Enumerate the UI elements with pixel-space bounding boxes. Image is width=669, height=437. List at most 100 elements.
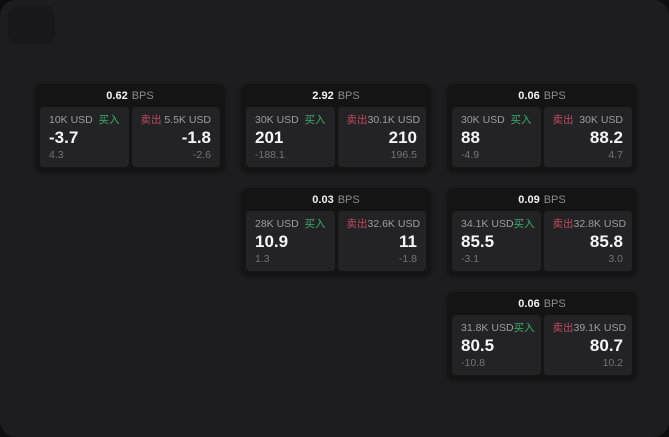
buy-size: 31.8K USD — [461, 322, 514, 334]
bps-unit-label: BPS — [337, 193, 360, 206]
buy-panel-top: 30K USD 买入 — [255, 114, 326, 126]
panel-pair: 34.1K USD 买入 85.5 -3.1 卖出 32.8K USD 85.8… — [447, 211, 637, 276]
sell-size: 5.5K USD — [164, 114, 211, 126]
card-header: 2.92 BPS — [241, 84, 431, 107]
card-header: 0.09 BPS — [447, 188, 637, 211]
buy-panel-top: 10K USD 买入 — [49, 114, 120, 126]
sell-side-label: 卖出 — [552, 322, 574, 334]
buy-size: 28K USD — [255, 218, 299, 230]
sell-size: 32.6K USD — [367, 218, 421, 230]
sell-change: 4.7 — [608, 149, 623, 161]
panel-pair: 30K USD 买入 88 -4.9 卖出 30K USD 88.2 4.7 — [447, 107, 637, 172]
panel-pair: 30K USD 买入 201 -188.1 卖出 30.1K USD 210 1… — [241, 107, 431, 172]
sell-panel[interactable]: 卖出 30.1K USD 210 196.5 — [337, 107, 426, 167]
sell-change: 10.2 — [602, 357, 623, 369]
bps-value: 0.06 — [518, 89, 540, 102]
buy-change: 4.3 — [49, 149, 64, 161]
buy-side-label: 买入 — [513, 218, 535, 230]
sell-price: -1.8 — [181, 128, 211, 147]
buy-side-label: 买入 — [98, 114, 120, 126]
sell-change: 196.5 — [390, 149, 417, 161]
card-header: 0.06 BPS — [447, 292, 637, 315]
buy-side-label: 买入 — [510, 114, 532, 126]
panel-pair: 28K USD 买入 10.9 1.3 卖出 32.6K USD 11 -1.8 — [241, 211, 431, 276]
sell-side-label: 卖出 — [552, 218, 574, 230]
buy-price: 10.9 — [255, 232, 289, 251]
buy-panel[interactable]: 30K USD 买入 88 -4.9 — [452, 107, 541, 167]
buy-size: 34.1K USD — [461, 218, 514, 230]
sell-change: -2.6 — [192, 149, 211, 161]
buy-price: 85.5 — [461, 232, 495, 251]
sell-size: 30.1K USD — [367, 114, 421, 126]
sell-price: 85.8 — [589, 232, 623, 251]
bps-unit-label: BPS — [543, 89, 566, 102]
card-header: 0.06 BPS — [447, 84, 637, 107]
bps-value: 2.92 — [312, 89, 334, 102]
sell-panel[interactable]: 卖出 39.1K USD 80.7 10.2 — [543, 315, 632, 375]
card-header: 0.62 BPS — [35, 84, 225, 107]
buy-panel[interactable]: 30K USD 买入 201 -188.1 — [246, 107, 335, 167]
panel-pair: 31.8K USD 买入 80.5 -10.8 卖出 39.1K USD 80.… — [447, 315, 637, 380]
buy-change: -10.8 — [461, 357, 485, 369]
buy-side-label: 买入 — [304, 114, 326, 126]
sell-panel-top: 卖出 5.5K USD — [141, 114, 212, 126]
buy-panel[interactable]: 31.8K USD 买入 80.5 -10.8 — [452, 315, 541, 375]
sell-side-label: 卖出 — [346, 218, 368, 230]
sell-panel[interactable]: 卖出 5.5K USD -1.8 -2.6 — [131, 107, 220, 167]
bps-value: 0.06 — [518, 297, 540, 310]
buy-size: 30K USD — [255, 114, 299, 126]
bps-unit-label: BPS — [337, 89, 360, 102]
quote-card: 0.09 BPS 34.1K USD 买入 85.5 -3.1 卖出 32.8K… — [447, 188, 637, 276]
sell-price: 88.2 — [589, 128, 623, 147]
sell-panel-top: 卖出 30K USD — [553, 114, 624, 126]
sell-size: 30K USD — [579, 114, 623, 126]
bps-unit-label: BPS — [543, 297, 566, 310]
bps-unit-label: BPS — [131, 89, 154, 102]
sell-panel-top: 卖出 39.1K USD — [552, 322, 627, 334]
sell-panel-top: 卖出 32.6K USD — [346, 218, 421, 230]
bps-value: 0.09 — [518, 193, 540, 206]
bps-value: 0.62 — [106, 89, 128, 102]
quote-card: 2.92 BPS 30K USD 买入 201 -188.1 卖出 30.1K … — [241, 84, 431, 172]
sell-size: 39.1K USD — [573, 322, 627, 334]
sell-change: -1.8 — [398, 253, 417, 265]
buy-side-label: 买入 — [513, 322, 535, 334]
bps-unit-label: BPS — [543, 193, 566, 206]
buy-panel[interactable]: 34.1K USD 买入 85.5 -3.1 — [452, 211, 541, 271]
sell-panel-top: 卖出 30.1K USD — [346, 114, 421, 126]
bps-value: 0.03 — [312, 193, 334, 206]
buy-panel[interactable]: 10K USD 买入 -3.7 4.3 — [40, 107, 129, 167]
sell-panel[interactable]: 卖出 32.6K USD 11 -1.8 — [337, 211, 426, 271]
buy-price: 88 — [461, 128, 480, 147]
sell-change: 3.0 — [608, 253, 623, 265]
buy-side-label: 买入 — [304, 218, 326, 230]
quote-grid: 0.62 BPS 10K USD 买入 -3.7 4.3 卖出 5.5K USD… — [35, 84, 637, 380]
buy-panel-top: 31.8K USD 买入 — [461, 322, 535, 334]
buy-price: -3.7 — [49, 128, 79, 147]
card-header: 0.03 BPS — [241, 188, 431, 211]
quote-card: 0.03 BPS 28K USD 买入 10.9 1.3 卖出 32.6K US… — [241, 188, 431, 276]
buy-size: 30K USD — [461, 114, 505, 126]
sell-price: 210 — [388, 128, 417, 147]
quote-card: 0.62 BPS 10K USD 买入 -3.7 4.3 卖出 5.5K USD… — [35, 84, 225, 172]
sell-panel[interactable]: 卖出 30K USD 88.2 4.7 — [543, 107, 632, 167]
quote-card: 0.06 BPS 31.8K USD 买入 80.5 -10.8 卖出 39.1… — [447, 292, 637, 380]
panel-pair: 10K USD 买入 -3.7 4.3 卖出 5.5K USD -1.8 -2.… — [35, 107, 225, 172]
sell-side-label: 卖出 — [140, 114, 162, 126]
quote-card: 0.06 BPS 30K USD 买入 88 -4.9 卖出 30K USD 8… — [447, 84, 637, 172]
buy-change: -3.1 — [461, 253, 480, 265]
sell-price: 80.7 — [589, 336, 623, 355]
buy-panel-top: 28K USD 买入 — [255, 218, 326, 230]
buy-change: -188.1 — [255, 149, 285, 161]
sell-panel-top: 卖出 32.8K USD — [552, 218, 627, 230]
corner-panel — [8, 6, 55, 44]
sell-side-label: 卖出 — [346, 114, 368, 126]
sell-side-label: 卖出 — [552, 114, 574, 126]
buy-panel[interactable]: 28K USD 买入 10.9 1.3 — [246, 211, 335, 271]
buy-price: 201 — [255, 128, 284, 147]
sell-panel[interactable]: 卖出 32.8K USD 85.8 3.0 — [543, 211, 632, 271]
sell-price: 11 — [399, 232, 417, 251]
buy-change: 1.3 — [255, 253, 270, 265]
buy-price: 80.5 — [461, 336, 495, 355]
